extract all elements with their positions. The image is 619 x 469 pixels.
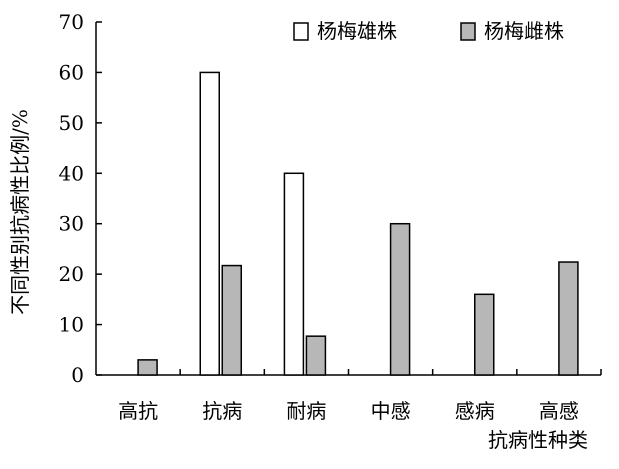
- bar-female-3: [389, 222, 411, 376]
- x-tick-label: 抗病: [202, 399, 242, 423]
- y-tick-label: 10: [59, 313, 84, 337]
- y-tick-label: 40: [59, 161, 84, 185]
- y-tick-label: 20: [59, 262, 84, 286]
- x-axis-title: 抗病性种类: [488, 428, 588, 452]
- bar-female-2: [305, 335, 327, 376]
- bar-female-0: [137, 359, 158, 376]
- bar-female-1: [221, 264, 242, 376]
- x-tick-label: 高抗: [118, 399, 158, 423]
- x-tick-label: 耐病: [286, 399, 326, 423]
- y-tick-label: 30: [59, 212, 84, 236]
- x-tick-label: 中感: [371, 399, 411, 423]
- x-axis-ticks: 高抗 抗病 耐病 中感 感病 高感: [118, 369, 602, 423]
- y-tick-label: 50: [59, 111, 84, 135]
- legend-swatch-female: [460, 22, 476, 41]
- legend-label-female: 杨梅雌株: [484, 19, 564, 43]
- y-tick-label: 60: [59, 60, 84, 84]
- x-tick-label: 高感: [539, 399, 579, 423]
- bar-female-5: [558, 261, 579, 376]
- legend-swatch-male: [293, 22, 309, 41]
- bar-male-1: [199, 71, 220, 376]
- legend: 杨梅雄株 杨梅雌株: [293, 19, 564, 43]
- bar-male-2: [283, 172, 305, 376]
- legend-label-male: 杨梅雄株: [317, 19, 397, 43]
- y-tick-label: 70: [59, 10, 84, 34]
- bar-female-4: [474, 293, 495, 376]
- y-axis-title: 不同性别抗病性比例/%: [8, 109, 32, 315]
- y-tick-label: 0: [71, 363, 84, 387]
- x-tick-label: 感病: [455, 399, 495, 423]
- y-axis-ticks: 0 10 20 30 40 50 60 70: [59, 10, 102, 387]
- bars-group: [137, 71, 579, 376]
